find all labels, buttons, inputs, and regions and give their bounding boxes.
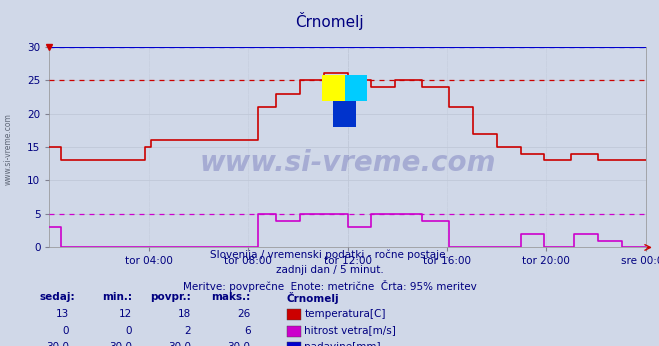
Text: 2: 2 bbox=[185, 326, 191, 336]
Text: Črnomelj: Črnomelj bbox=[287, 292, 339, 304]
Text: 12: 12 bbox=[119, 309, 132, 319]
Text: Slovenija / vremenski podatki - ročne postaje.: Slovenija / vremenski podatki - ročne po… bbox=[210, 250, 449, 260]
Text: 0: 0 bbox=[125, 326, 132, 336]
Text: 6: 6 bbox=[244, 326, 250, 336]
Text: 13: 13 bbox=[56, 309, 69, 319]
Text: 30,0: 30,0 bbox=[46, 342, 69, 346]
Text: 0: 0 bbox=[63, 326, 69, 336]
Text: min.:: min.: bbox=[101, 292, 132, 302]
Bar bbox=[322, 75, 345, 101]
Text: maks.:: maks.: bbox=[211, 292, 250, 302]
Text: Meritve: povprečne  Enote: metrične  Črta: 95% meritev: Meritve: povprečne Enote: metrične Črta:… bbox=[183, 280, 476, 292]
Text: sedaj:: sedaj: bbox=[40, 292, 75, 302]
Text: www.si-vreme.com: www.si-vreme.com bbox=[200, 149, 496, 177]
Bar bbox=[333, 101, 356, 127]
Bar bbox=[345, 75, 367, 101]
Text: temperatura[C]: temperatura[C] bbox=[304, 309, 386, 319]
Text: hitrost vetra[m/s]: hitrost vetra[m/s] bbox=[304, 326, 396, 336]
Text: www.si-vreme.com: www.si-vreme.com bbox=[3, 113, 13, 185]
Text: padavine[mm]: padavine[mm] bbox=[304, 342, 381, 346]
Text: 30,0: 30,0 bbox=[168, 342, 191, 346]
Text: 18: 18 bbox=[178, 309, 191, 319]
Text: 30,0: 30,0 bbox=[227, 342, 250, 346]
Text: zadnji dan / 5 minut.: zadnji dan / 5 minut. bbox=[275, 265, 384, 275]
Text: povpr.:: povpr.: bbox=[150, 292, 191, 302]
Text: Črnomelj: Črnomelj bbox=[295, 12, 364, 30]
Text: 30,0: 30,0 bbox=[109, 342, 132, 346]
Text: 26: 26 bbox=[237, 309, 250, 319]
